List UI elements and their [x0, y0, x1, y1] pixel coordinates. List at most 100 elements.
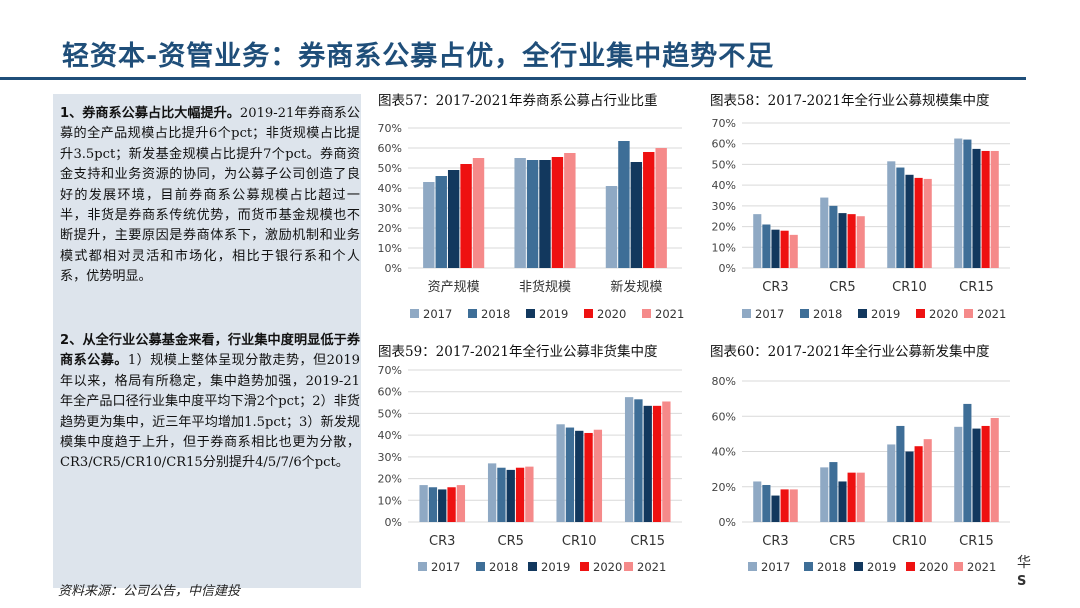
category-label: CR10: [892, 534, 927, 549]
legend-label-2021: 2021: [637, 560, 666, 574]
summary-textbox: [53, 94, 361, 588]
category-label: CR15: [630, 534, 665, 549]
bar-2019-CR15: [972, 428, 981, 522]
legend-label-2021: 2021: [655, 307, 684, 321]
y-tick-label: 20%: [378, 473, 402, 486]
bar-2020-CR15: [652, 405, 662, 522]
title-divider: [0, 77, 1026, 80]
legend-swatch-2017: [410, 309, 419, 318]
bar-2021-CR5: [856, 472, 865, 522]
paragraph-1: 1、券商系公募占比大幅提升。2019-21年券商系公募的全产品规模占比提升6个p…: [60, 104, 360, 288]
bar-2020-CR3: [447, 487, 456, 522]
chart-60-title: 图表60：2017-2021年全行业公募新发集中度: [710, 344, 990, 360]
y-tick-label: 40%: [712, 179, 736, 192]
bar-2020-CR3: [780, 230, 789, 268]
chart-59-title: 图表59：2017-2021年全行业公募非货集中度: [378, 344, 658, 360]
legend-label-2021: 2021: [967, 560, 996, 574]
y-tick-label: 70%: [378, 122, 402, 135]
y-tick-label: 60%: [378, 142, 402, 155]
legend-label-2018: 2018: [813, 307, 842, 321]
bar-2017-CR5: [820, 197, 829, 268]
bar-2021-非货规模: [564, 153, 576, 268]
legend-label-2019: 2019: [867, 560, 896, 574]
bar-2021-资产规模: [472, 158, 485, 268]
bar-2018-CR15: [963, 403, 972, 522]
bar-2018-CR5: [829, 205, 838, 268]
corner-s: S: [1017, 574, 1027, 589]
y-tick-label: 40%: [712, 446, 736, 459]
category-label: CR3: [429, 534, 455, 549]
bar-2020-CR3: [780, 489, 789, 522]
bar-2018-CR5: [497, 467, 506, 522]
y-tick-label: 20%: [712, 221, 736, 234]
bar-2017-CR15: [954, 426, 963, 522]
bar-2017-新发规模: [605, 186, 618, 268]
category-label: CR3: [762, 280, 788, 295]
bar-2020-非货规模: [551, 157, 564, 268]
bar-2017-资产规模: [423, 182, 435, 268]
bar-2018-CR3: [428, 487, 438, 522]
bar-2017-CR3: [753, 214, 762, 268]
legend-swatch-2021: [642, 309, 651, 318]
bar-2020-CR10: [914, 177, 923, 268]
bar-2021-CR5: [856, 216, 865, 268]
bar-2019-CR3: [438, 489, 447, 522]
bar-2019-资产规模: [447, 170, 460, 268]
legend-label-2018: 2018: [817, 560, 846, 574]
legend-swatch-2018: [476, 562, 485, 571]
legend-swatch-2019: [528, 562, 537, 571]
y-tick-label: 0%: [719, 262, 736, 275]
legend-label-2020: 2020: [919, 560, 948, 574]
bar-2018-CR3: [762, 484, 771, 522]
y-tick-label: 50%: [712, 158, 736, 171]
bar-2019-CR15: [643, 405, 652, 522]
y-tick-label: 50%: [378, 162, 402, 175]
chart-59: 0% 10% 20% 30% 40% 50% 60% 70% CR3 CR5 CR10 CR15 201…: [378, 364, 682, 574]
y-tick-label: 10%: [378, 494, 402, 507]
bar-2021-CR15: [990, 150, 999, 268]
chart-57-title: 图表57：2017-2021年券商系公募占行业比重: [378, 93, 658, 109]
bar-2018-非货规模: [526, 160, 539, 268]
paragraph-1-heading: 1、券商系公募占比大幅提升。: [60, 106, 240, 121]
category-label: CR10: [562, 534, 597, 549]
category-label: 非货规模: [519, 279, 571, 295]
legend-swatch-2021: [964, 309, 973, 318]
bar-2019-CR5: [838, 481, 847, 522]
bar-2021-CR10: [593, 429, 603, 522]
y-tick-label: 70%: [712, 117, 736, 130]
legend-swatch-2017: [748, 562, 757, 571]
legend-label-2018: 2018: [481, 307, 510, 321]
bar-2017-CR3: [419, 485, 428, 522]
bar-2019-CR3: [771, 495, 780, 522]
y-tick-label: 30%: [712, 200, 736, 213]
bar-2020-CR5: [515, 467, 525, 522]
bar-2019-CR15: [972, 148, 981, 268]
bar-2017-CR10: [887, 161, 896, 268]
bar-2020-新发规模: [643, 152, 655, 268]
legend-label-2020: 2020: [597, 307, 626, 321]
legend-swatch-2021: [624, 562, 633, 571]
legend-label-2017: 2017: [423, 307, 452, 321]
bar-2019-新发规模: [630, 162, 643, 268]
bar-2021-CR3: [789, 234, 798, 268]
page-title: 轻资本-资管业务：券商系公募占优，全行业集中趋势不足: [62, 41, 775, 72]
bar-2020-CR10: [914, 446, 923, 522]
legend-label-2019: 2019: [871, 307, 900, 321]
bar-2021-CR10: [923, 439, 932, 522]
legend-label-2020: 2020: [929, 307, 958, 321]
bar-2017-CR5: [820, 467, 829, 522]
bar-2019-CR5: [506, 469, 515, 522]
legend-label-2019: 2019: [541, 560, 570, 574]
category-label: CR10: [892, 280, 927, 295]
bar-2018-CR3: [762, 224, 771, 268]
category-label: CR5: [498, 534, 524, 549]
category-label: 资产规模: [428, 280, 480, 295]
legend-label-2017: 2017: [761, 560, 790, 574]
bar-2017-CR15: [954, 138, 963, 268]
bar-2021-CR3: [789, 489, 798, 522]
y-tick-label: 0%: [385, 516, 402, 529]
y-tick-label: 50%: [378, 407, 402, 420]
bar-2017-CR3: [753, 481, 762, 522]
bar-2017-CR10: [887, 444, 896, 522]
category-label: CR15: [959, 534, 994, 549]
